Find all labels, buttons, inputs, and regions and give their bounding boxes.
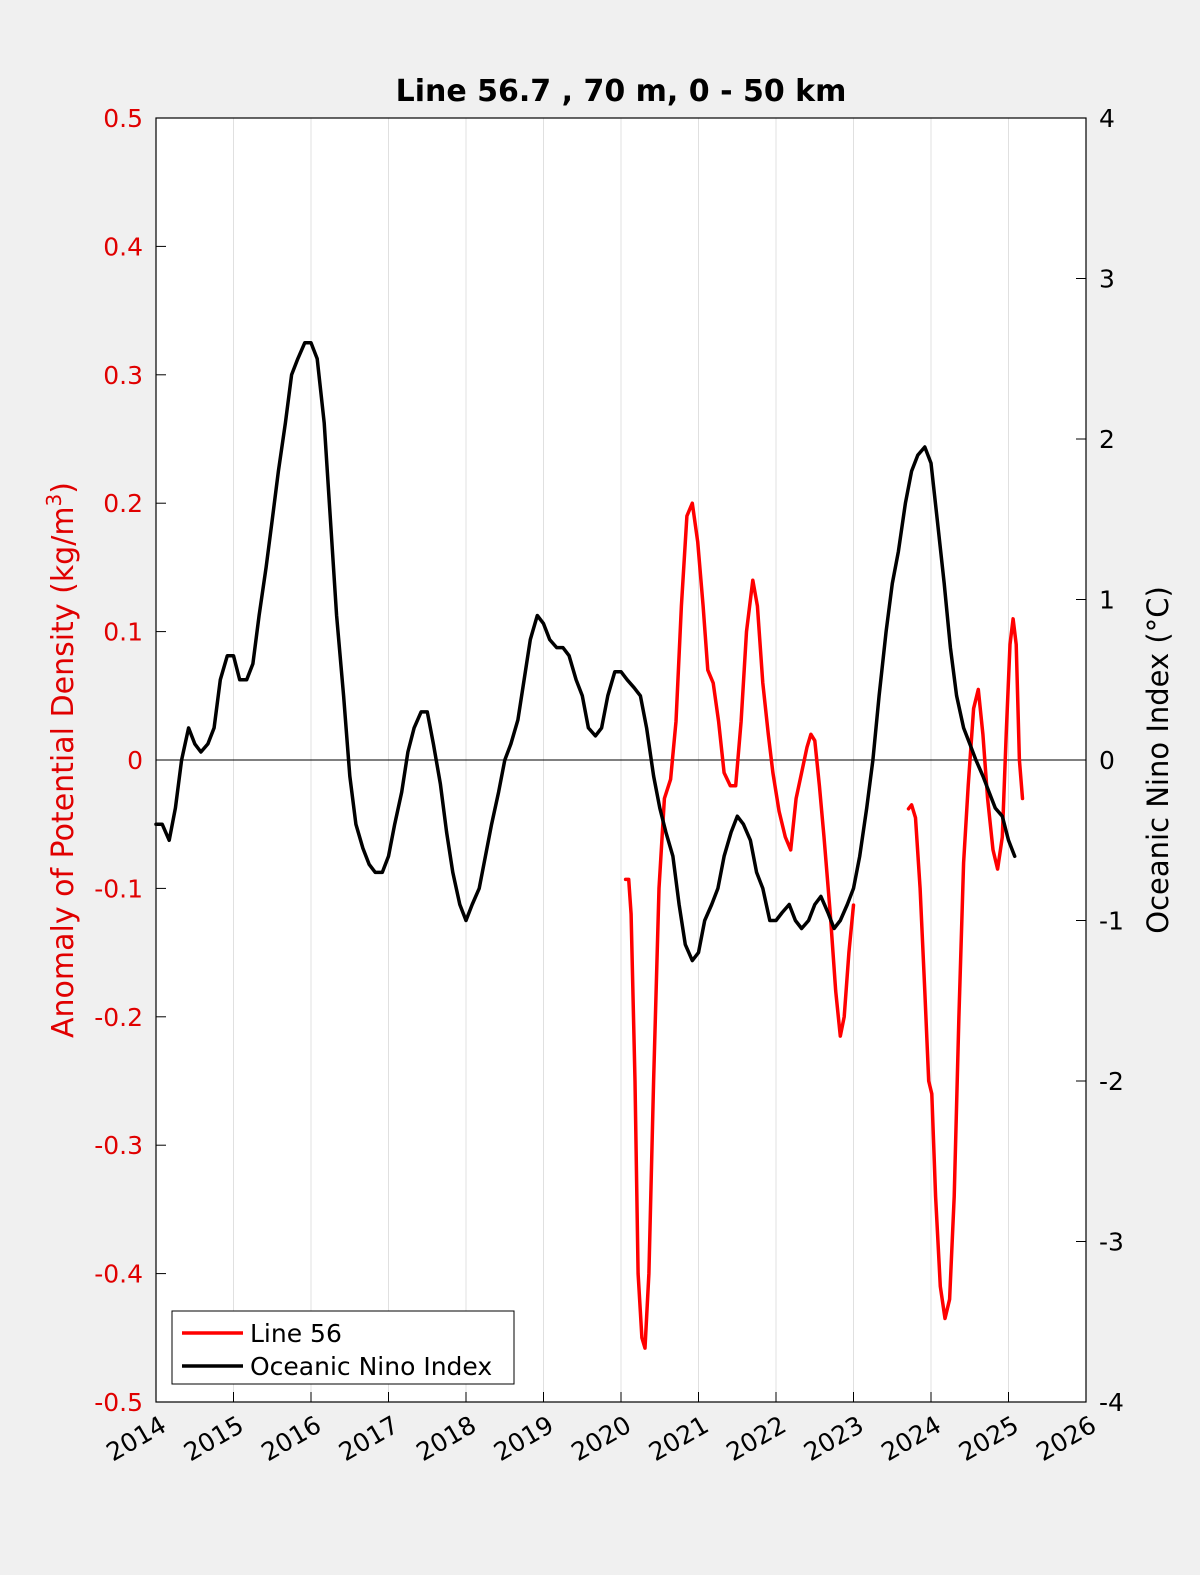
right-tick-label: -3 [1099, 1228, 1124, 1257]
right-tick-label: 2 [1099, 425, 1115, 454]
x-tick-label: 2019 [489, 1410, 559, 1467]
x-tick-label: 2017 [334, 1410, 404, 1467]
right-axis-label: Oceanic Nino Index (°C) [1141, 586, 1175, 934]
chart-title: Line 56.7 , 70 m, 0 - 50 km [396, 74, 847, 109]
legend: Line 56 Oceanic Nino Index [171, 1310, 515, 1385]
right-tick-label: 1 [1099, 586, 1115, 615]
series-line-line-56 [906, 617, 1025, 1321]
x-tick-label: 2014 [101, 1410, 171, 1467]
x-tick-label: 2022 [721, 1410, 791, 1467]
x-tick-label: 2016 [256, 1410, 326, 1467]
left-tick-label: 0.1 [103, 618, 143, 647]
left-axis-label: Anomaly of Potential Density (kg/m3) [42, 482, 81, 1038]
x-axis: 2014 2015 2016 2017 2018 2019 2020 2021 2022 2023… [101, 1392, 1101, 1467]
left-tick-label: 0.2 [103, 489, 143, 518]
x-tick-label: 2025 [954, 1410, 1024, 1467]
left-tick-label: -0.5 [94, 1388, 143, 1417]
left-tick-label: 0 [127, 746, 143, 775]
left-axis: 0.5 0.4 0.3 0.2 0.1 0 -0.1 -0.2 -0.3 -0.4 -0.5 [94, 104, 166, 1417]
left-tick-label: 0.4 [103, 232, 143, 261]
right-tick-label: -2 [1099, 1067, 1124, 1096]
right-tick-label: 0 [1099, 746, 1115, 775]
series-layer [154, 340, 1025, 1350]
right-tick-label: 4 [1099, 104, 1115, 133]
left-tick-label: -0.1 [94, 874, 143, 903]
left-tick-label: -0.2 [94, 1003, 143, 1032]
x-tick-label: 2015 [179, 1410, 249, 1467]
series-line-line-56 [623, 501, 856, 1350]
right-tick-label: -1 [1099, 907, 1124, 936]
right-axis: 4 3 2 1 0 -1 -2 -3 -4 [1076, 104, 1124, 1417]
legend-label-line-56: Line 56 [250, 1319, 342, 1348]
x-tick-label: 2018 [411, 1410, 481, 1467]
right-tick-label: 3 [1099, 265, 1115, 294]
x-tick-label: 2026 [1031, 1410, 1101, 1467]
x-tick-label: 2021 [644, 1410, 714, 1467]
left-tick-label: 0.5 [103, 104, 143, 133]
legend-label-oceanic-nino-index: Oceanic Nino Index [250, 1352, 492, 1381]
left-tick-label: -0.4 [94, 1260, 143, 1289]
left-tick-label: -0.3 [94, 1131, 143, 1160]
x-tick-label: 2020 [566, 1410, 636, 1467]
right-tick-label: -4 [1099, 1388, 1124, 1417]
x-tick-label: 2023 [799, 1410, 869, 1467]
legend-box [171, 1310, 515, 1385]
x-tick-label: 2024 [876, 1410, 946, 1467]
left-tick-label: 0.3 [103, 361, 143, 390]
series-line-oceanic-nino-index [154, 340, 1017, 963]
